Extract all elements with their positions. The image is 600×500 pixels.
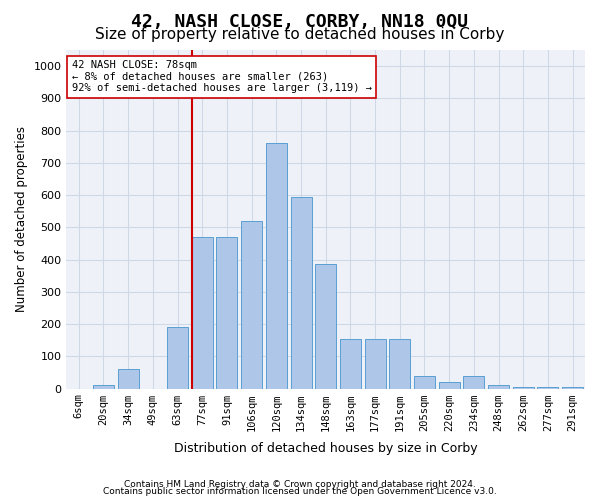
Bar [463,376,484,388]
Bar [266,144,287,388]
Bar [513,387,534,388]
Text: Contains HM Land Registry data © Crown copyright and database right 2024.: Contains HM Land Registry data © Crown c… [124,480,476,489]
Bar [217,237,238,388]
Bar [315,264,336,388]
Text: 42 NASH CLOSE: 78sqm
← 8% of detached houses are smaller (263)
92% of semi-detac: 42 NASH CLOSE: 78sqm ← 8% of detached ho… [71,60,371,94]
Bar [192,237,213,388]
Text: Contains public sector information licensed under the Open Government Licence v3: Contains public sector information licen… [103,487,497,496]
Text: 42, NASH CLOSE, CORBY, NN18 0QU: 42, NASH CLOSE, CORBY, NN18 0QU [131,12,469,30]
Bar [167,328,188,388]
Bar [488,386,509,388]
Bar [365,338,386,388]
X-axis label: Distribution of detached houses by size in Corby: Distribution of detached houses by size … [174,442,478,455]
Bar [93,386,114,388]
Bar [414,376,435,388]
Bar [118,369,139,388]
Bar [538,387,559,388]
Y-axis label: Number of detached properties: Number of detached properties [15,126,28,312]
Bar [241,221,262,388]
Bar [389,338,410,388]
Text: Size of property relative to detached houses in Corby: Size of property relative to detached ho… [95,28,505,42]
Bar [439,382,460,388]
Bar [290,196,311,388]
Bar [340,338,361,388]
Bar [562,387,583,388]
